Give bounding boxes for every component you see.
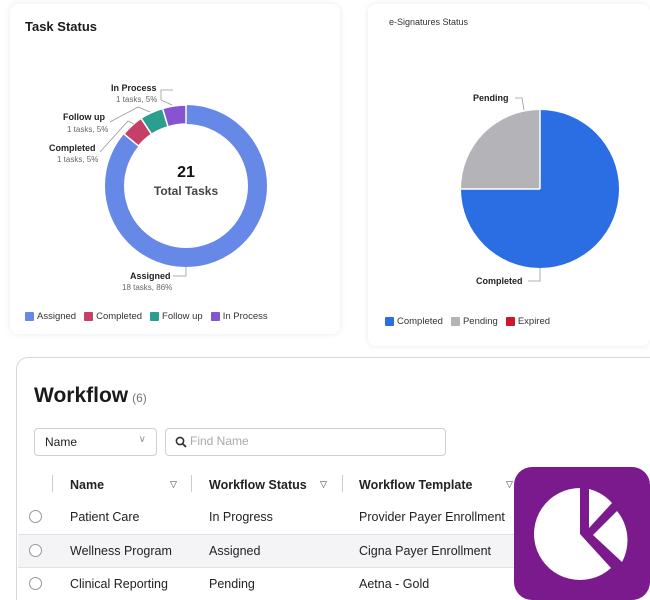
swatch-icon (505, 317, 515, 326)
pie-chart-app-icon (514, 467, 650, 600)
label-in-process: In Process (111, 83, 157, 93)
legend-expired[interactable]: Expired (505, 316, 551, 327)
table-row[interactable]: Clinical Reporting Pending Aetna - Gold (18, 567, 650, 600)
label-completed: Completed (49, 143, 96, 153)
label-completed: Completed (476, 276, 523, 286)
detail-completed: 1 tasks, 5% (57, 155, 99, 164)
esignatures-title: e-Signatures Status (389, 17, 469, 27)
workflow-count: (6) (132, 391, 147, 405)
esignatures-pie-chart (461, 97, 619, 282)
column-header-workflow-status[interactable]: Workflow Status (209, 478, 307, 492)
swatch-icon (150, 312, 160, 321)
row-select-radio[interactable] (29, 510, 42, 523)
filter-icon[interactable]: ▽ (506, 479, 513, 489)
legend-label: Pending (462, 316, 498, 327)
detail-in-process: 1 tasks, 5% (116, 95, 158, 104)
legend-label: Assigned (37, 311, 77, 322)
detail-follow-up: 1 tasks, 5% (67, 125, 109, 134)
filter-field-value: Name (45, 435, 78, 449)
pie-chart-icon (534, 488, 628, 580)
swatch-icon (385, 317, 394, 326)
esignatures-status-card: e-Signatures Status Pending Completed Co… (368, 4, 650, 346)
slice-completed[interactable] (122, 117, 153, 148)
filter-field-select[interactable]: Name ∨ (34, 428, 157, 456)
column-divider[interactable] (52, 475, 53, 492)
column-header-name[interactable]: Name (70, 478, 105, 492)
legend-assigned[interactable]: Assigned (25, 311, 76, 322)
legend-label: Follow up (162, 311, 203, 322)
cell-template: Cigna Payer Enrollment (359, 544, 492, 558)
column-divider[interactable] (191, 475, 192, 492)
search-icon (175, 436, 187, 448)
column-header-workflow-template[interactable]: Workflow Template (359, 478, 473, 492)
task-status-card: Task Status 21 Total Tasks In Process 1 … (10, 4, 340, 334)
total-tasks-value: 21 (177, 164, 195, 181)
legend-label: In Process (222, 311, 268, 322)
slice-pending[interactable] (461, 110, 540, 189)
search-box[interactable] (165, 428, 446, 456)
detail-assigned: 18 tasks, 86% (122, 283, 173, 292)
swatch-icon (450, 317, 460, 326)
cell-template: Provider Payer Enrollment (359, 510, 505, 524)
legend-label: Completed (96, 311, 143, 322)
swatch-icon (25, 312, 34, 321)
cell-status: Assigned (209, 544, 261, 558)
workflow-title: Workflow (6) (34, 384, 147, 408)
cell-status: Pending (209, 577, 255, 591)
search-input[interactable] (190, 434, 440, 448)
task-status-donut-chart (99, 89, 267, 277)
swatch-icon (84, 312, 94, 321)
cell-template: Aetna - Gold (359, 577, 430, 591)
cell-name: Patient Care (70, 510, 140, 524)
task-status-legend: Assigned Completed Follow up In Process (25, 311, 268, 322)
legend-label: Completed (397, 316, 443, 327)
label-assigned: Assigned (130, 271, 171, 281)
row-select-radio[interactable] (29, 577, 42, 590)
label-follow-up: Follow up (63, 112, 105, 122)
label-pending: Pending (473, 93, 509, 103)
legend-completed[interactable]: Completed (84, 311, 142, 322)
row-select-radio[interactable] (29, 544, 42, 557)
column-divider[interactable] (342, 475, 343, 492)
legend-in-process[interactable]: In Process (210, 311, 268, 322)
table-row[interactable]: Patient Care In Progress Provider Payer … (18, 501, 650, 534)
legend-pending[interactable]: Pending (450, 316, 498, 327)
legend-completed[interactable]: Completed (385, 316, 443, 327)
esignatures-legend: Completed Pending Expired (385, 316, 550, 327)
swatch-icon (210, 312, 220, 321)
cell-name: Wellness Program (70, 544, 172, 558)
filter-icon[interactable]: ▽ (170, 479, 177, 489)
cell-name: Clinical Reporting (70, 577, 168, 591)
total-tasks-label: Total Tasks (153, 184, 219, 198)
chevron-down-icon: ∨ (138, 434, 146, 445)
cell-status: In Progress (209, 510, 273, 524)
workflow-title-text: Workflow (34, 384, 129, 407)
legend-follow-up[interactable]: Follow up (150, 311, 203, 322)
filter-icon[interactable]: ▽ (320, 479, 327, 489)
legend-label: Expired (517, 316, 551, 327)
task-status-title: Task Status (25, 19, 98, 34)
